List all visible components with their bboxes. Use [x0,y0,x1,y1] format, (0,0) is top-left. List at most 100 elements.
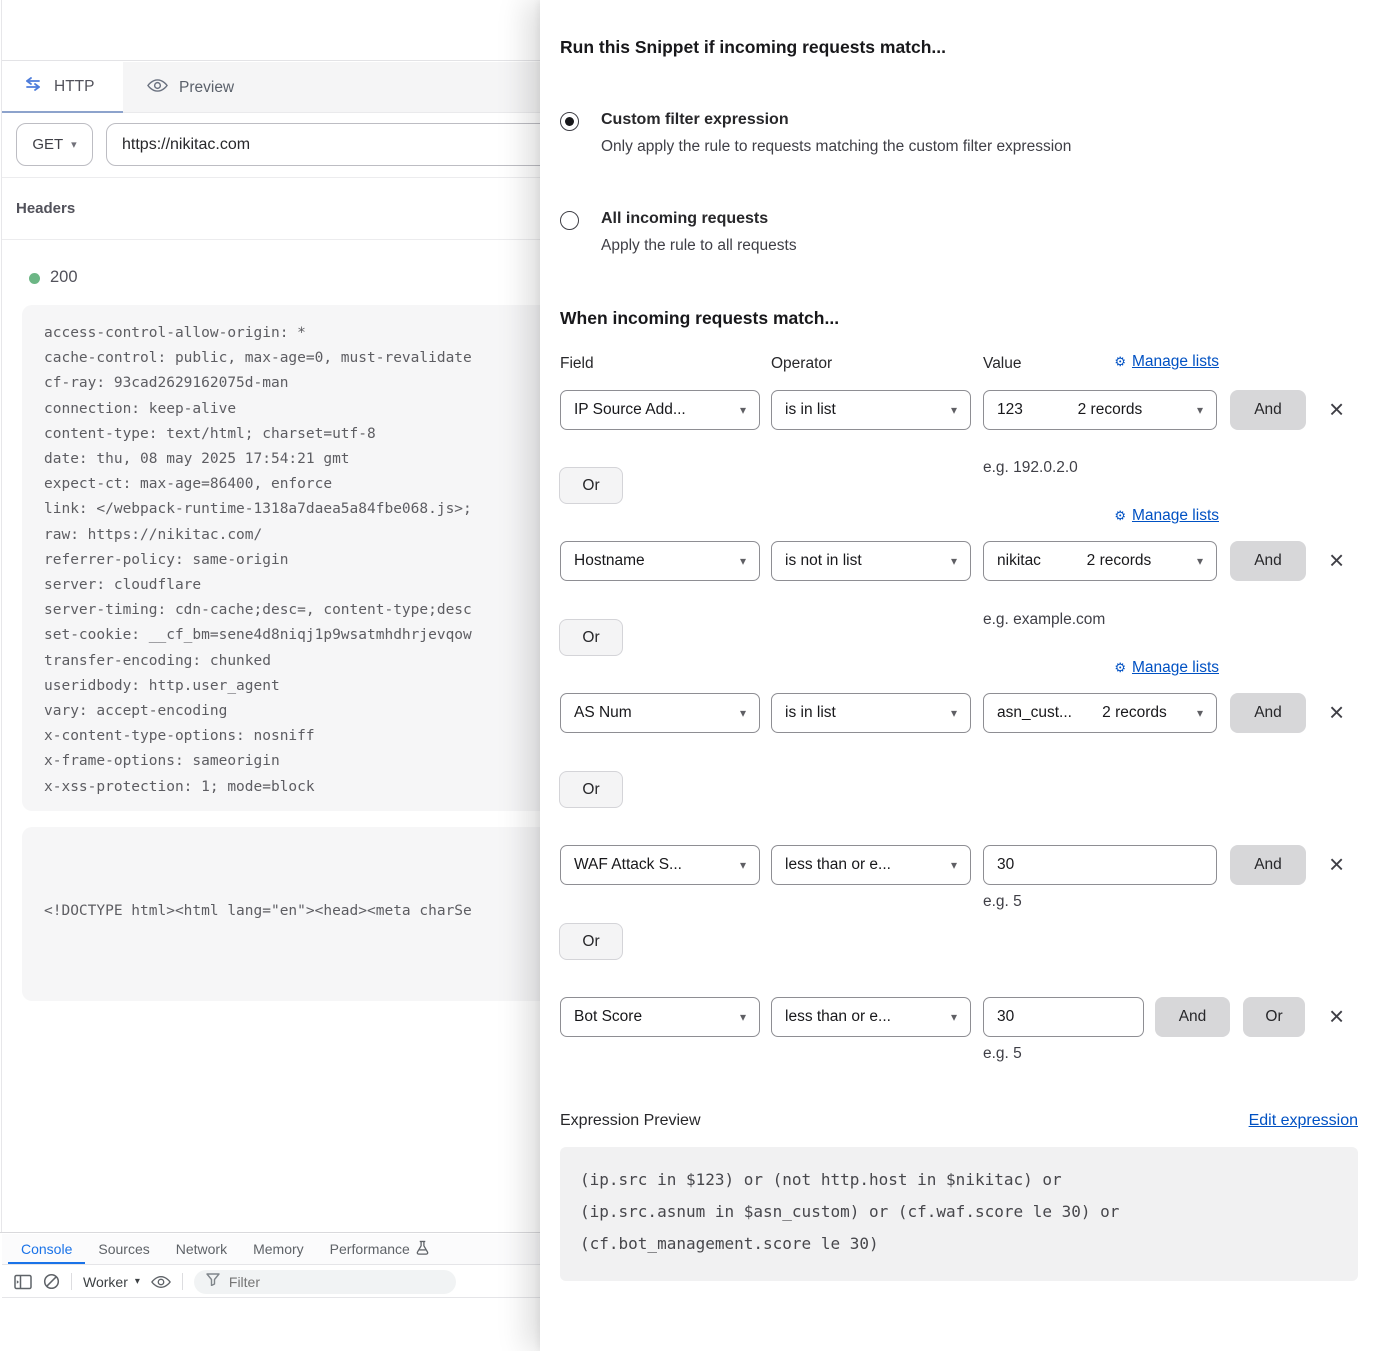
top-band [2,0,560,61]
remove-row-icon[interactable]: × [1329,1001,1345,1031]
response-header-line: referrer-policy: same-origin [44,551,289,568]
tab-http[interactable]: HTTP [2,62,123,113]
response-header-line: date: thu, 08 may 2025 17:54:21 gmt [44,451,350,468]
radio-custom-filter-expression[interactable]: Custom filter expression Only apply the … [560,111,1071,156]
and-button[interactable]: And [1230,693,1306,733]
remove-row-icon[interactable]: × [1329,849,1345,879]
devtools-tab-bar: Console Sources Network Memory Performan… [2,1234,560,1265]
devtools-tab-network[interactable]: Network [175,1241,228,1257]
sidebar-toggle-icon[interactable] [14,1274,32,1290]
value-hint: e.g. 192.0.2.0 [983,459,1078,476]
manage-lists-link[interactable]: ⚙ Manage lists [1114,507,1219,524]
value-hint: e.g. 5 [983,893,1022,910]
worker-context-dropdown[interactable]: Worker ▾ [83,1273,140,1290]
chevron-down-icon: ▾ [950,403,957,417]
manage-lists-link[interactable]: ⚙ Manage lists [1114,353,1219,370]
live-expression-eye-icon[interactable] [150,1275,171,1289]
operator-select[interactable]: less than or e... ▾ [771,997,971,1037]
field-select[interactable]: AS Num ▾ [560,693,760,733]
chevron-down-icon: ▾ [1196,403,1203,417]
response-header-line: transfer-encoding: chunked [44,652,271,669]
chevron-down-icon: ▾ [739,1010,746,1024]
filter-row-3: AS Num ▾ is in list ▾ asn_cust... 2 reco… [540,693,1383,733]
operator-select[interactable]: is in list ▾ [771,390,971,430]
and-button[interactable]: And [1230,845,1306,885]
response-header-line: set-cookie: __cf_bm=sene4d8niqj1p9wsatmh… [44,627,472,644]
or-button[interactable]: Or [559,467,623,504]
response-header-line: useridbody: http.user_agent [44,677,280,694]
or-button[interactable]: Or [1243,997,1305,1037]
value-list-select[interactable]: nikitac 2 records ▾ [983,541,1217,581]
expression-line: (cf.bot_management.score le 30) [580,1234,879,1253]
records-count: 2 records [1102,704,1167,721]
radio-description: Apply the rule to all requests [601,237,797,254]
tab-preview[interactable]: Preview [123,62,283,113]
response-header-line: x-frame-options: sameorigin [44,753,280,770]
headers-label: Headers [16,200,76,217]
filter-row-1: IP Source Add... ▾ is in list ▾ 123 2 re… [540,390,1383,430]
radio-all-incoming-requests[interactable]: All incoming requests Apply the rule to … [560,210,797,255]
request-tab-bar: HTTP Preview [2,62,560,113]
devtools-tab-console[interactable]: Console [8,1234,85,1264]
toolbar-divider [71,1273,72,1290]
response-header-line: cf-ray: 93cad2629162075d-man [44,375,289,392]
response-header-line: access-control-allow-origin: * [44,325,306,341]
response-header-line: connection: keep-alive [44,400,237,417]
field-select[interactable]: Hostname ▾ [560,541,760,581]
field-select[interactable]: Bot Score ▾ [560,997,760,1037]
tab-preview-label: Preview [179,78,235,96]
field-column-label: Field [560,355,594,372]
value-input[interactable] [983,997,1144,1037]
expression-preview-box: (ip.src in $123) or (not http.host in $n… [560,1147,1358,1281]
and-button[interactable]: And [1230,541,1306,581]
operator-column-label: Operator [771,355,833,372]
url-input[interactable] [106,123,562,166]
chevron-down-icon: ▾ [739,403,746,417]
value-column-label: Value [983,355,1022,372]
chevron-down-icon: ▾ [1196,554,1203,568]
devtools-tab-performance[interactable]: Performance [317,1234,442,1264]
radio-label: Custom filter expression [601,111,789,128]
edit-expression-link[interactable]: Edit expression [1248,1112,1358,1129]
console-filter[interactable] [193,1269,456,1294]
devtools-panel: Console Sources Network Memory Performan… [0,1232,560,1351]
chevron-down-icon: ▾ [950,1010,957,1024]
remove-row-icon[interactable]: × [1329,545,1345,575]
value-input[interactable] [983,845,1217,885]
operator-select[interactable]: less than or e... ▾ [771,845,971,885]
value-list-select[interactable]: 123 2 records ▾ [983,390,1217,430]
chevron-down-icon: ▾ [739,554,746,568]
filter-input[interactable] [228,1273,409,1290]
swap-arrows-icon [23,76,43,97]
request-url-row: GET ▾ [2,114,562,178]
remove-row-icon[interactable]: × [1329,394,1345,424]
eye-icon [147,78,168,98]
manage-lists-link[interactable]: ⚙ Manage lists [1114,659,1219,676]
gear-icon: ⚙ [1114,354,1126,369]
funnel-icon [206,1272,220,1291]
response-status-row: 200 [2,241,560,301]
and-button[interactable]: And [1155,997,1230,1037]
value-list-select[interactable]: asn_cust... 2 records ▾ [983,693,1217,733]
operator-select[interactable]: is in list ▾ [771,693,971,733]
filter-row-5: Bot Score ▾ less than or e... ▾ And Or × [540,997,1383,1037]
devtools-tab-memory[interactable]: Memory [253,1241,304,1257]
or-button[interactable]: Or [559,619,623,656]
filter-row-2: Hostname ▾ is not in list ▾ nikitac 2 re… [540,541,1383,581]
field-select[interactable]: WAF Attack S... ▾ [560,845,760,885]
method-label: GET [32,136,64,153]
or-button[interactable]: Or [559,923,623,960]
response-header-line: vary: accept-encoding [44,703,228,720]
gear-icon: ⚙ [1114,508,1126,523]
operator-select[interactable]: is not in list ▾ [771,541,971,581]
devtools-tab-sources[interactable]: Sources [98,1241,150,1257]
and-button[interactable]: And [1230,390,1306,430]
clear-console-icon[interactable] [43,1273,60,1290]
method-dropdown[interactable]: GET ▾ [16,123,93,166]
field-select[interactable]: IP Source Add... ▾ [560,390,760,430]
gear-icon: ⚙ [1114,660,1126,675]
or-button[interactable]: Or [559,771,623,808]
response-header-line: expect-ct: max-age=86400, enforce [44,476,333,493]
panel-left-border [1,0,2,1351]
remove-row-icon[interactable]: × [1329,697,1345,727]
